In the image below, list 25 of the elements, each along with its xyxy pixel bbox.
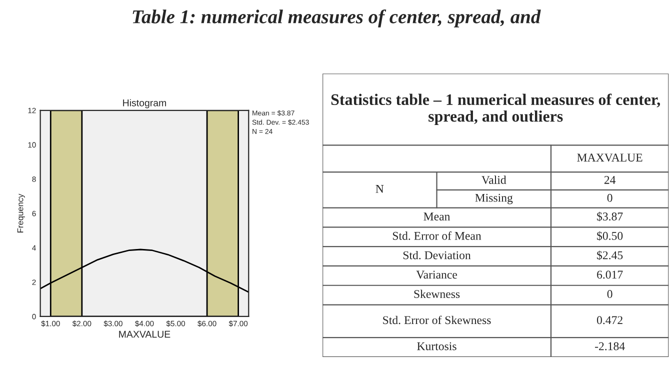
text: Mean: [424, 212, 450, 220]
text: $2.45: [597, 250, 623, 260]
text: 6.017: [597, 270, 623, 279]
text: 0: [607, 290, 612, 298]
text: $3.87: [597, 212, 623, 222]
text: $0.50: [597, 231, 623, 241]
text: Missing: [475, 194, 513, 204]
text: Std. Error of Skewness: [383, 316, 491, 324]
text: MAXVALUE: [577, 154, 642, 162]
text: 0: [607, 194, 612, 202]
text: Std. Deviation: [403, 250, 471, 260]
text: Variance: [416, 270, 457, 279]
chart-title: Histogram: [123, 99, 166, 108]
text: Table 1: numerical measures of center, spread, and: [132, 9, 541, 28]
y-axis-title: Frequency: [17, 194, 25, 232]
text: N: [376, 185, 384, 193]
x-axis-title: MAXVALUE: [119, 330, 170, 338]
text: Statistics table – 1 numerical measures of center, spread, and outliers: [331, 94, 660, 125]
text: Kurtosis: [417, 342, 456, 350]
text: -2.184: [595, 342, 625, 350]
text: 24: [604, 176, 616, 184]
text: 0.472: [596, 316, 622, 324]
text: Valid: [482, 176, 506, 184]
text: Std. Error of Mean: [392, 231, 482, 240]
text: Skewness: [414, 290, 460, 298]
